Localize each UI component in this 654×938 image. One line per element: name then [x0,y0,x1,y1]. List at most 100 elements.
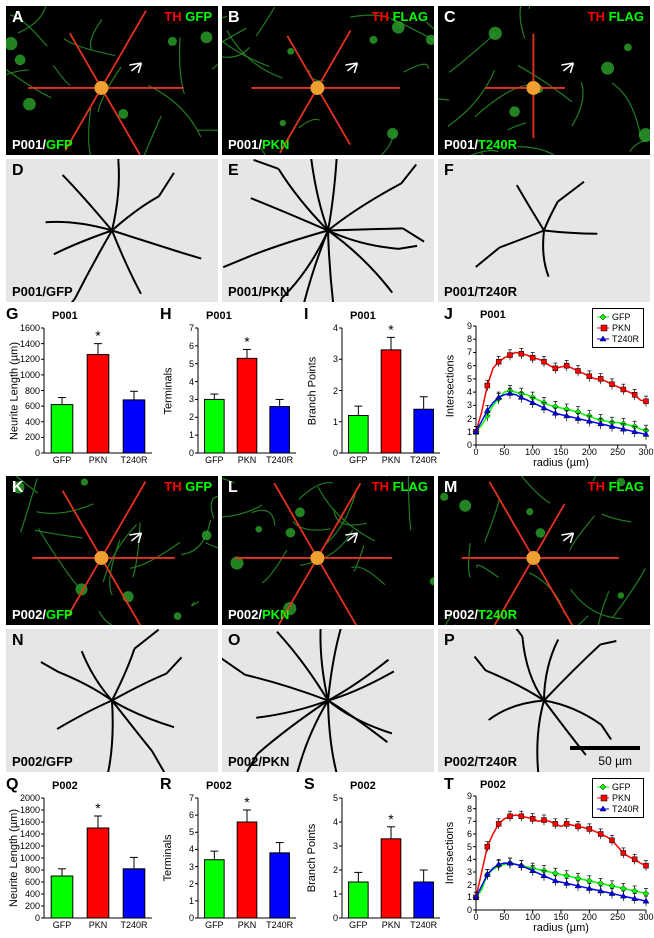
x-tick: GFP [44,455,80,465]
y-tick: 5 [333,793,338,803]
legend-item: PKN [597,793,639,803]
legend-item: T240R [597,334,639,344]
y-tick: 0 [35,448,40,458]
chart-G: GP001Neurite Length (µm)*020040060080010… [6,306,156,471]
panel-O: O P002/PKN [222,629,434,772]
legend-item: PKN [597,323,639,333]
y-tick: 1 [467,427,472,437]
y-tick: 1000 [20,853,40,863]
panel-letter: L [228,479,238,497]
panel-condition: P001/T240R [444,137,517,152]
y-tick: 7 [189,323,194,333]
y-tick: 2 [189,879,194,889]
panel-condition: P001/PKN [228,284,289,299]
legend: GFPPKNT240R [592,308,644,348]
y-tick: 1800 [20,805,40,815]
y-tick: 9 [467,791,472,801]
y-tick: 2 [467,880,472,890]
y-tick: 400 [25,889,40,899]
chart-J: JP001Intersectionsradius (µm)01234567890… [444,306,650,471]
x-tick: GFP [196,455,232,465]
x-tick: 150 [551,447,571,457]
panel-N: NP002/GFP [6,629,218,772]
y-tick: 1 [189,430,194,440]
x-tick: T240R [262,920,298,930]
x-tick: 150 [551,912,571,922]
chart-S: SP002Branch Points*012345GFPPKNT240R [304,776,444,936]
scale-text: 50 µm [598,754,632,768]
legend-item: GFP [597,782,639,792]
panel-letter: K [12,479,24,497]
panel-letter: D [12,162,24,180]
y-tick: 2 [189,412,194,422]
x-tick: PKN [373,455,409,465]
y-tick: 6 [467,829,472,839]
panel-P: PP002/T240R50 µm [438,629,650,772]
x-tick: 0 [466,447,486,457]
panel-letter: O [228,632,240,650]
x-tick: PKN [80,455,116,465]
y-tick: 7 [467,347,472,357]
y-tick: 2000 [20,793,40,803]
y-tick: 5 [189,359,194,369]
y-tick: 5 [467,374,472,384]
y-tick: 1400 [20,339,40,349]
panel-condition: P001/T240R [444,284,517,299]
y-tick: 2 [333,865,338,875]
panel-condition: P001/PKN [228,137,289,152]
chart-T: TP002Intersectionsradius (µm)01234567890… [444,776,650,936]
y-tick: 3 [333,841,338,851]
y-tick: 5 [189,827,194,837]
y-tick: 5 [467,842,472,852]
panel-condition: P002/T240R [444,754,517,769]
panel-stain: TH/FLAG [588,9,644,24]
y-tick: 8 [467,334,472,344]
y-tick: 0 [189,448,194,458]
panel-letter: N [12,632,24,650]
panel-condition: P001/GFP [12,284,73,299]
y-tick: 1 [467,892,472,902]
x-tick: 50 [494,447,514,457]
y-tick: 8 [467,804,472,814]
scale-bar [570,746,640,750]
y-tick: 600 [25,877,40,887]
y-tick: 3 [467,867,472,877]
panel-F: F P001/T240R [438,159,650,302]
y-tick: 4 [467,387,472,397]
y-tick: 3 [189,862,194,872]
x-tick: 250 [608,912,628,922]
panel-A: ATH/GFPP001/GFP [6,6,218,155]
x-tick: PKN [373,920,409,930]
y-tick: 200 [25,432,40,442]
y-tick: 4 [189,377,194,387]
panel-condition: P001/GFP [12,137,73,152]
y-tick: 4 [189,844,194,854]
panel-condition: P002/PKN [228,754,289,769]
panel-letter: C [444,9,456,27]
y-tick: 3 [467,400,472,410]
y-tick: 1600 [20,323,40,333]
x-tick: 50 [494,912,514,922]
panel-letter: B [228,9,240,27]
x-tick: PKN [80,920,116,930]
y-tick: 200 [25,901,40,911]
panel-letter: M [444,479,457,497]
svg-text:*: * [244,333,250,349]
y-tick: 1200 [20,841,40,851]
panel-stain: TH/GFP [164,479,212,494]
y-tick: 0 [333,448,338,458]
panel-letter: E [228,162,239,180]
x-tick: 200 [579,447,599,457]
y-tick: 0 [189,913,194,923]
x-tick: GFP [340,455,376,465]
x-tick: 300 [636,447,654,457]
y-tick: 7 [467,816,472,826]
x-tick: T240R [262,455,298,465]
panel-letter: F [444,162,454,180]
panel-K: KTH/GFPP002/GFP [6,476,218,625]
panel-E: E P001/PKN [222,159,434,302]
legend-item: GFP [597,312,639,322]
y-tick: 3 [189,394,194,404]
y-tick: 2 [333,386,338,396]
y-tick: 1200 [20,354,40,364]
